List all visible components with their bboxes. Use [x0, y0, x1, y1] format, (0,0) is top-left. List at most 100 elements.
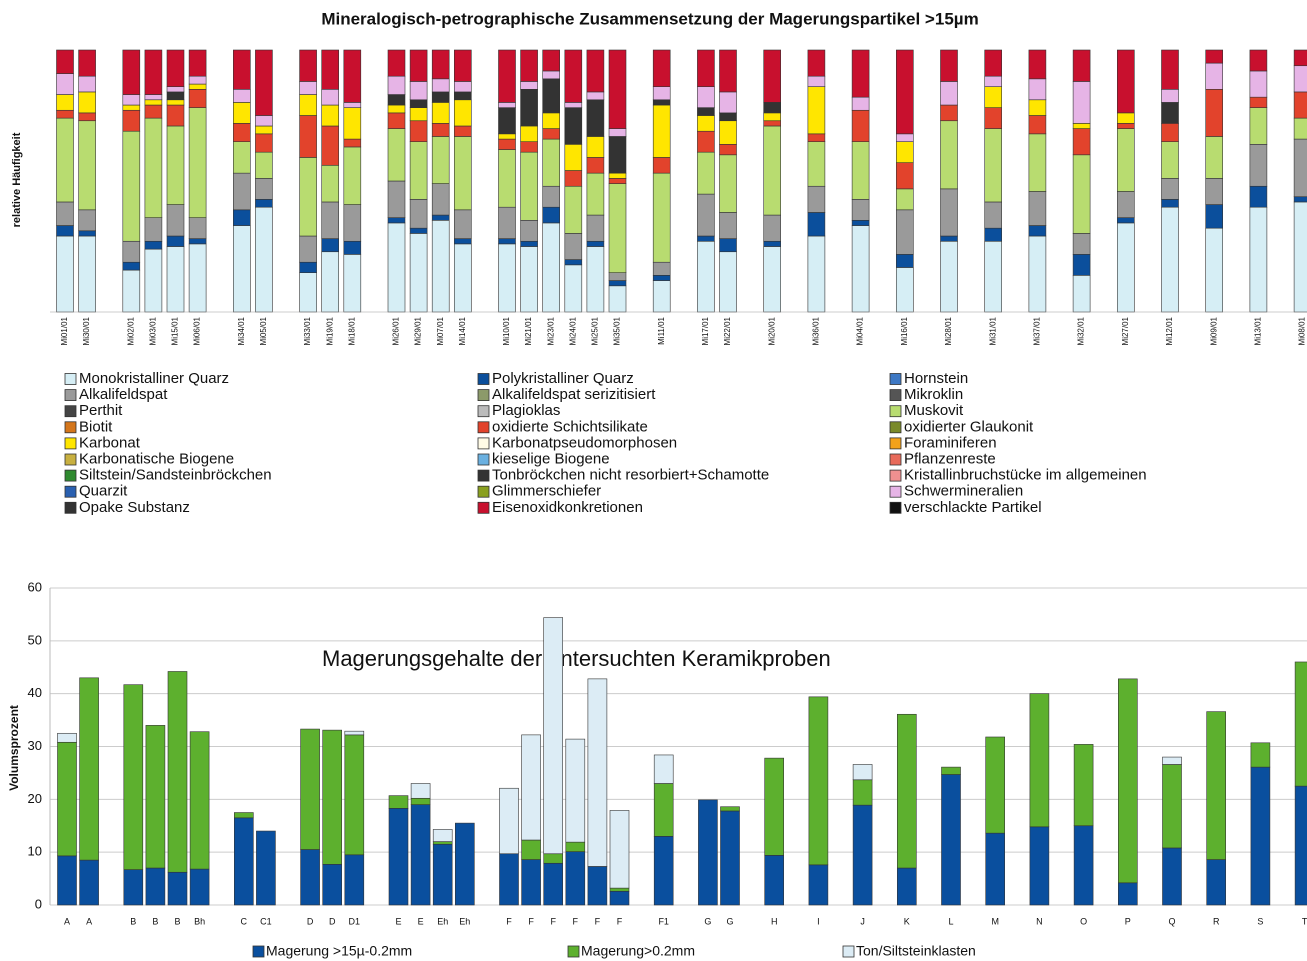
bar-segment: [719, 238, 737, 253]
bar-segment: [1028, 115, 1047, 135]
bar-segment: [79, 677, 99, 861]
bar-segment: [1161, 102, 1179, 124]
x-tick-label: Mi28/01: [944, 316, 953, 345]
bar-segment: [233, 141, 251, 174]
bar-segment: [144, 49, 163, 95]
bar-segment: [609, 890, 630, 906]
x-tick-label: G: [726, 916, 733, 926]
bar-segment: [697, 151, 715, 195]
x-tick-label: Mi08/01: [1298, 316, 1307, 345]
bar-segment: [453, 243, 472, 313]
bar-segment: [763, 125, 782, 216]
bar-segment: [431, 214, 450, 221]
bar-segment: [564, 185, 583, 234]
legend-swatch: [477, 485, 490, 498]
bar-segment: [410, 797, 431, 805]
bar-segment: [122, 104, 141, 111]
bar-segment: [343, 138, 362, 148]
x-tick-label: Mi15/01: [171, 316, 180, 345]
bar-segment: [188, 238, 207, 245]
bar-segment: [763, 240, 782, 247]
bar-segment: [299, 157, 317, 237]
bar-segment: [409, 107, 428, 122]
legend-swatch: [889, 501, 902, 514]
legend-swatch: [477, 469, 490, 482]
bar-segment: [763, 246, 782, 313]
bar-segment: [851, 225, 870, 313]
bar-segment: [520, 151, 538, 221]
bar-segment: [453, 81, 472, 93]
x-tick-label: E: [395, 916, 401, 926]
bar-segment: [343, 240, 362, 255]
bar-segment: [763, 49, 782, 103]
bar-segment: [652, 86, 671, 101]
bar-segment: [122, 109, 141, 132]
bar-segment: [719, 144, 737, 156]
bar-segment: [233, 49, 251, 90]
bar-segment: [343, 102, 362, 108]
bar-segment: [498, 238, 516, 245]
bar-segment: [56, 94, 74, 111]
bar-segment: [1205, 178, 1223, 205]
bar-segment: [697, 49, 715, 87]
bar-segment: [564, 144, 583, 171]
legend-swatch: [477, 373, 490, 385]
bar-segment: [608, 178, 627, 184]
bar-segment: [895, 188, 914, 211]
bar-segment: [940, 49, 958, 82]
bar-segment: [1249, 107, 1268, 145]
bar-segment: [1294, 785, 1307, 906]
bar-segment: [431, 183, 450, 216]
bar-segment: [144, 217, 163, 242]
legend-label: Eisenoxidkonkretionen: [492, 499, 643, 516]
bar-segment: [542, 128, 561, 140]
bar-segment: [78, 49, 96, 77]
legend-swatch: [477, 405, 490, 418]
y-axis-label: Volumsprozent: [7, 705, 21, 791]
bar-segment: [299, 94, 317, 116]
x-tick-label: Mi18/01: [347, 316, 356, 345]
x-tick-label: D1: [349, 916, 361, 926]
legend-label: Pflanzenreste: [904, 450, 996, 467]
bar-segment: [807, 133, 826, 142]
bar-segment: [542, 185, 561, 208]
bar-segment: [322, 729, 343, 865]
bar-segment: [808, 864, 829, 906]
bar-segment: [520, 246, 538, 313]
bar-segment: [564, 233, 583, 260]
bar-segment: [122, 94, 141, 106]
x-tick-label: Mi20/01: [767, 316, 776, 345]
x-tick-label: F1: [658, 916, 669, 926]
y-tick-label: 20: [28, 791, 42, 806]
bar-segment: [343, 107, 362, 140]
bar-segment: [78, 120, 96, 211]
bar-segment: [719, 91, 737, 114]
bar-segment: [720, 810, 740, 906]
bar-segment: [1293, 49, 1307, 67]
bar-segment: [255, 49, 273, 116]
legend-label: Kristallinbruchstücke im allgemeinen: [904, 467, 1147, 484]
legend-swatch: [64, 421, 77, 434]
bar-segment: [1117, 128, 1135, 192]
bar-segment: [895, 141, 914, 163]
bar-segment: [57, 741, 77, 857]
x-tick-label: Mi06/01: [193, 316, 202, 345]
bar-segment: [653, 783, 674, 837]
bar-segment: [78, 75, 96, 93]
bar-segment: [255, 206, 273, 313]
x-tick-label: L: [948, 916, 953, 926]
bar-segment: [79, 859, 99, 906]
bar-segment: [807, 49, 826, 77]
bar-segment: [387, 112, 406, 129]
bar-segment: [1117, 123, 1135, 129]
x-tick-label: B: [174, 916, 180, 926]
bar-segment: [807, 235, 826, 313]
bar-segment: [388, 808, 409, 906]
bar-segment: [255, 199, 273, 208]
x-tick-label: Mi30/01: [82, 316, 91, 345]
bar-segment: [321, 104, 340, 127]
bar-segment: [56, 117, 74, 203]
bar-segment: [1117, 49, 1135, 114]
bar-segment: [1250, 742, 1271, 768]
bar-segment: [1161, 141, 1179, 179]
